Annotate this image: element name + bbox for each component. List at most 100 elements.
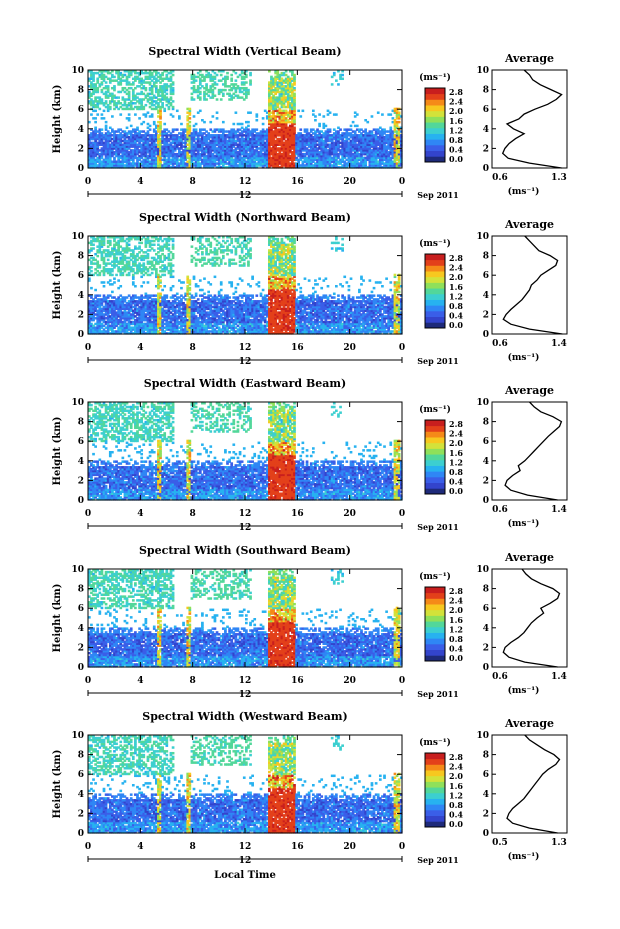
heatmap-cell (186, 117, 190, 120)
heatmap-cell (157, 156, 160, 160)
heatmap-cell (381, 130, 384, 133)
heatmap-cell (299, 145, 303, 148)
heatmap-cell (282, 92, 286, 96)
heatmap-cell (115, 298, 118, 301)
heatmap-cell (186, 147, 190, 150)
heatmap-cell (190, 158, 194, 162)
heatmap-cell (238, 156, 242, 160)
heatmap-cell (349, 154, 353, 158)
heatmap-cell (230, 134, 234, 137)
heatmap-cell (230, 154, 234, 158)
heatmap-cell (90, 322, 93, 326)
heatmap-cell (291, 94, 294, 97)
heatmap-cell (111, 260, 114, 263)
heatmap-cell (376, 156, 380, 160)
heatmap-cell (230, 166, 234, 169)
heatmap-cell (138, 237, 141, 241)
heatmap-cell (270, 92, 273, 96)
heatmap-cell (291, 70, 294, 73)
heatmap-cell (154, 71, 158, 75)
heatmap-cell (140, 249, 144, 252)
heatmap-cell (353, 139, 357, 143)
heatmap-cell (328, 162, 332, 165)
heatmap-cell (165, 70, 169, 73)
heatmap-cell (117, 128, 120, 131)
heatmap-cell (154, 162, 158, 165)
heatmap-cell (144, 135, 148, 139)
heatmap-cell (198, 154, 202, 158)
heatmap-cell (205, 134, 208, 137)
heatmap-cell (148, 147, 152, 150)
heatmap-cell (88, 315, 91, 318)
heatmap-cell (90, 332, 93, 335)
heatmap-cell (274, 81, 277, 84)
heatmap-cell (106, 322, 110, 326)
heatmap-cell (196, 90, 200, 94)
heatmap-cell (146, 137, 150, 141)
heatmap-cell (98, 294, 102, 297)
heatmap-cell (146, 317, 150, 320)
heatmap-cell (291, 160, 294, 163)
heatmap-cell (148, 154, 152, 158)
heatmap-cell (138, 313, 141, 316)
heatmap-cell (226, 92, 229, 96)
heatmap-cell (144, 147, 148, 150)
heatmap-cell (221, 135, 225, 139)
heatmap-cell (138, 141, 141, 145)
heatmap-cell (215, 149, 219, 152)
heatmap-cell (213, 71, 217, 75)
heatmap-cell (190, 160, 194, 163)
heatmap-cell (108, 251, 112, 254)
heatmap-cell (288, 158, 292, 162)
heatmap-cell (100, 143, 104, 146)
heatmap-cell (395, 141, 399, 145)
heatmap-cell (127, 119, 131, 122)
heatmap-cell (136, 100, 139, 103)
heatmap-cell (96, 77, 100, 81)
heatmap-cell (205, 166, 208, 169)
heatmap-cell (395, 139, 399, 143)
heatmap-cell (98, 166, 102, 169)
heatmap-cell (217, 162, 221, 165)
heatmap-cell (268, 113, 271, 116)
heatmap-cell (106, 258, 110, 262)
heatmap-cell (360, 152, 363, 156)
heatmap-cell (196, 152, 200, 156)
heatmap-cell (119, 145, 123, 148)
heatmap-cell (108, 79, 112, 82)
heatmap-cell (125, 305, 129, 309)
heatmap-cell (364, 145, 368, 148)
heatmap-cell (217, 134, 221, 137)
heatmap-cell (92, 75, 95, 79)
heatmap-cell (378, 151, 382, 154)
heatmap-cell (104, 296, 108, 299)
heatmap-cell (175, 152, 179, 156)
heatmap-cell (272, 160, 275, 163)
heatmap-cell (278, 147, 282, 150)
heatmap-cell (288, 79, 292, 82)
heatmap-cell (117, 309, 120, 312)
heatmap-cell (144, 154, 148, 158)
heatmap-cell (278, 122, 282, 126)
heatmap-cell (148, 86, 152, 90)
heatmap-cell (324, 158, 328, 162)
heatmap-cell (192, 124, 196, 128)
heatmap-cell (314, 154, 317, 158)
heatmap-cell (159, 94, 162, 97)
heatmap-cell (146, 252, 150, 256)
heatmap-cell (111, 264, 114, 267)
heatmap-cell (194, 156, 198, 160)
heatmap-cell (351, 162, 355, 165)
heatmap-cell (88, 303, 91, 307)
heatmap-cell (90, 143, 93, 146)
heatmap-cell (374, 151, 378, 154)
heatmap-cell (144, 156, 148, 160)
heatmap-cell (291, 71, 294, 75)
heatmap-cell (268, 115, 271, 118)
heatmap-cell (88, 134, 91, 137)
heatmap-cell (146, 81, 150, 84)
heatmap-cell (276, 103, 280, 107)
heatmap-cell (136, 158, 139, 162)
heatmap-cell (335, 145, 338, 148)
heatmap-cell (127, 102, 131, 105)
